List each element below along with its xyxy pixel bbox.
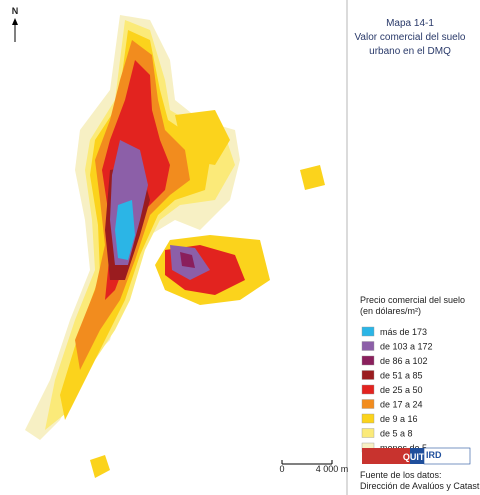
legend-label: de 25 a 50 <box>380 385 423 395</box>
legend-swatch <box>361 326 375 337</box>
north-arrow-head <box>12 18 18 25</box>
legend-swatch <box>361 341 375 351</box>
source-line: Dirección de Avalúos y Catastros (2000 <box>360 481 480 491</box>
legend-swatch <box>361 428 375 438</box>
logo <box>423 447 471 465</box>
logo <box>410 448 424 464</box>
legend-label: de 17 a 24 <box>380 400 423 410</box>
legend-label: de 103 a 172 <box>380 342 433 352</box>
source-line: Fuente de los datos: <box>360 470 442 480</box>
logo <box>362 448 410 464</box>
legend-label: de 5 a 8 <box>380 429 413 439</box>
legend: Precio comercial del suelo (en dólares/m… <box>360 295 465 453</box>
scale-label: 4 000 m <box>316 464 349 474</box>
map-area <box>90 455 110 478</box>
title-line: Mapa 14-1 <box>386 18 434 29</box>
map-area <box>300 165 325 190</box>
title-line: urbano en el DMQ <box>369 46 451 57</box>
legend-label: más de 173 <box>380 327 427 337</box>
legend-title: (en dólares/m²) <box>360 306 421 316</box>
legend-label: de 86 a 102 <box>380 356 428 366</box>
scale-label: 0 <box>279 464 284 474</box>
map-area <box>180 252 195 268</box>
legend-swatch <box>361 399 375 409</box>
map <box>25 15 325 478</box>
legend-title: Precio comercial del suelo <box>360 295 465 305</box>
legend-label: de 51 a 85 <box>380 371 423 381</box>
legend-swatch <box>361 355 375 366</box>
north-label: N <box>12 6 19 16</box>
legend-label: de 9 a 16 <box>380 414 418 424</box>
title-line: Valor comercial del suelo <box>355 32 466 43</box>
legend-swatch <box>361 413 375 424</box>
map-area <box>175 110 230 165</box>
logo-text: IRD <box>426 450 442 460</box>
map-area <box>115 200 135 260</box>
logo-text: QUITO <box>403 452 431 462</box>
legend-swatch <box>361 384 375 395</box>
legend-swatch <box>361 370 375 380</box>
